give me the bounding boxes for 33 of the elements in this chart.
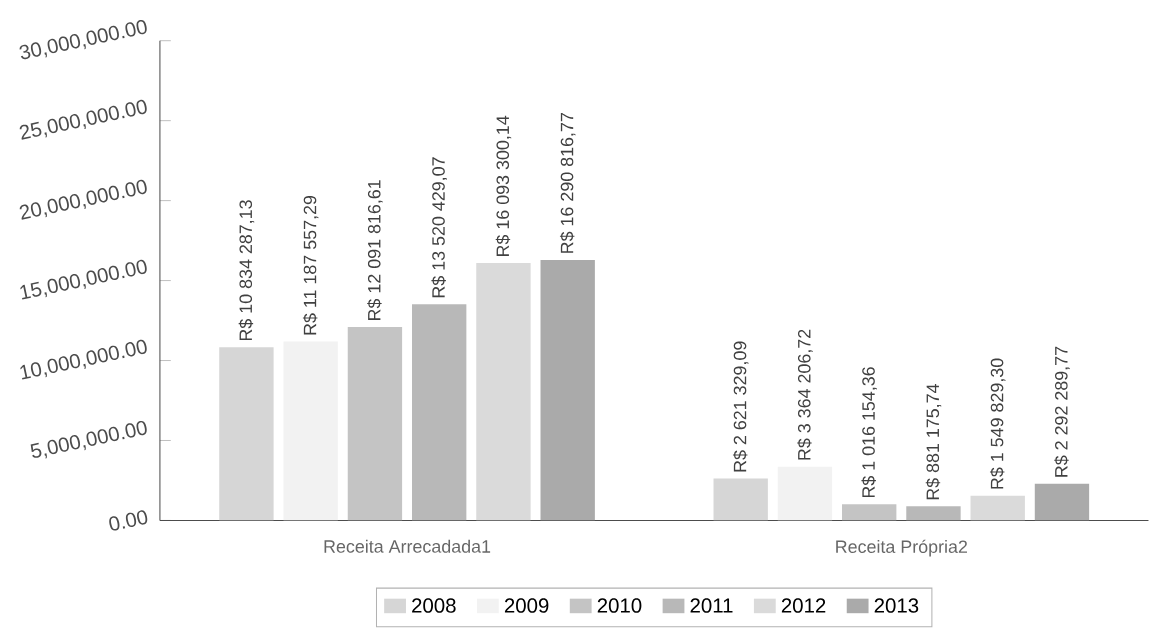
- data-label: R$ 3 364 206,72: [797, 329, 813, 460]
- bar: [283, 341, 338, 521]
- bar: [777, 466, 833, 521]
- bar: [970, 495, 1025, 521]
- legend-label: 2010: [597, 598, 642, 613]
- data-label: R$ 10 834 287,13: [238, 200, 255, 341]
- bar: [713, 478, 768, 521]
- bar: [219, 347, 274, 521]
- bar: [476, 263, 531, 521]
- legend-label: 2013: [874, 598, 919, 613]
- bar: [1034, 483, 1090, 521]
- legend-label: 2011: [690, 598, 733, 613]
- data-label: R$ 2 292 289,77: [1054, 346, 1070, 477]
- legend-label: 2012: [781, 598, 826, 613]
- bar: [842, 504, 897, 521]
- bar: [347, 327, 403, 521]
- data-label: R$ 11 187 557,29: [302, 195, 319, 335]
- legend-label: 2009: [504, 598, 549, 613]
- data-label: R$ 2 621 329,09: [732, 341, 749, 472]
- data-label: R$ 1 016 154,36: [861, 367, 877, 498]
- legend-label: 2008: [412, 598, 456, 613]
- x-tick-label: Receita Própria2: [836, 539, 967, 557]
- data-label: R$ 13 520 429,07: [431, 157, 447, 298]
- bar: [540, 259, 595, 521]
- data-label: R$ 881 175,74: [925, 383, 942, 500]
- bar: [412, 304, 467, 521]
- x-tick-label: Receita Arrecadada1: [324, 539, 491, 553]
- y-tick-label: 0.00: [109, 510, 148, 531]
- data-label: R$ 1 549 829,30: [989, 358, 1006, 489]
- data-label: R$ 16 290 816,77: [559, 113, 576, 253]
- data-label: R$ 12 091 816,61: [367, 180, 383, 320]
- bar: [906, 506, 961, 521]
- data-label: R$ 16 093 300,14: [495, 115, 512, 256]
